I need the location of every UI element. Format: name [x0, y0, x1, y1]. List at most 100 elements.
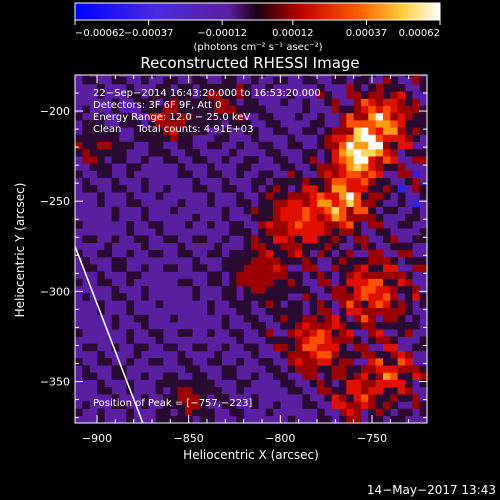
heatmap-cell [309, 192, 318, 200]
heatmap-cell [192, 156, 200, 164]
heatmap-cell [317, 408, 325, 417]
heatmap-cell [126, 112, 134, 121]
heatmap-cell [383, 300, 391, 308]
heatmap-cell [339, 249, 347, 258]
heatmap-cell [126, 228, 134, 236]
heatmap-cell [229, 184, 237, 193]
heatmap-cell [309, 372, 318, 381]
heatmap-cell [361, 278, 369, 287]
heatmap-cell [273, 192, 281, 200]
heatmap-cell [177, 350, 186, 359]
heatmap-cell [419, 257, 427, 265]
heatmap-cell [163, 98, 171, 106]
heatmap-cell [302, 148, 310, 157]
heatmap-cell [317, 199, 325, 207]
heatmap-cell [148, 148, 156, 157]
heatmap-cell [126, 249, 134, 258]
heatmap-cell [141, 177, 149, 186]
heatmap-cell [317, 120, 325, 128]
heatmap-cell [331, 285, 340, 294]
heatmap-cell [339, 300, 347, 308]
heatmap-cell [390, 307, 398, 316]
heatmap-cell [405, 120, 413, 128]
heatmap-cell [89, 120, 98, 128]
heatmap-cell [317, 235, 325, 243]
heatmap-cell [302, 350, 310, 359]
heatmap-cell [236, 141, 244, 150]
heatmap-cell [383, 76, 391, 85]
heatmap-cell [177, 112, 186, 121]
heatmap-cell [419, 228, 427, 236]
heatmap-cell [119, 76, 127, 85]
heatmap-cell [155, 192, 164, 200]
heatmap-cell [383, 192, 391, 200]
heatmap-cell [111, 343, 120, 352]
heatmap-cell [346, 271, 354, 280]
heatmap-cell [383, 141, 391, 150]
heatmap-cell [390, 415, 398, 423]
heatmap-cell [287, 300, 296, 308]
heatmap-cell [346, 300, 354, 308]
heatmap-cell [148, 105, 156, 114]
heatmap-cell [339, 235, 347, 243]
heatmap-cell [383, 148, 391, 157]
heatmap-cell [375, 120, 384, 128]
heatmap-cell [265, 199, 274, 207]
heatmap-cell [177, 163, 186, 171]
heatmap-cell [309, 329, 318, 337]
heatmap-cell [412, 134, 420, 143]
heatmap-cell [419, 84, 427, 92]
heatmap-cell [287, 228, 296, 236]
heatmap-cell [412, 322, 420, 330]
heatmap-cell [251, 235, 259, 243]
heatmap-cell [207, 199, 215, 207]
heatmap-cell [375, 213, 384, 222]
heatmap-cell [82, 76, 90, 85]
heatmap-cell [324, 271, 332, 280]
heatmap-cell [163, 372, 171, 381]
heatmap-cell [331, 127, 340, 135]
heatmap-cell [353, 91, 362, 99]
heatmap-cell [295, 322, 303, 330]
heatmap-cell [280, 184, 288, 193]
heatmap-cell [207, 170, 215, 179]
heatmap-cell [309, 213, 318, 222]
heatmap-cell [207, 408, 215, 417]
heatmap-cell [361, 170, 369, 179]
heatmap-cell [185, 91, 193, 99]
heatmap-cell [368, 336, 376, 344]
heatmap-cell [126, 199, 134, 207]
heatmap-cell [302, 285, 310, 294]
heatmap-cell [170, 120, 178, 128]
heatmap-cell [368, 105, 376, 114]
heatmap-cell [390, 148, 398, 157]
heatmap-cell [353, 257, 362, 265]
heatmap-cell [265, 249, 274, 258]
heatmap-cell [126, 192, 134, 200]
heatmap-cell [177, 127, 186, 135]
heatmap-cell [339, 394, 347, 402]
heatmap-cell [104, 134, 112, 143]
colorbar-tick-label: 0.00037 [346, 28, 387, 39]
heatmap-cell [185, 84, 193, 92]
heatmap-cell [346, 199, 354, 207]
heatmap-cell [317, 300, 325, 308]
heatmap-cell [375, 329, 384, 337]
heatmap-cell [390, 235, 398, 243]
heatmap-cell [331, 199, 340, 207]
heatmap-cell [141, 105, 149, 114]
heatmap-cell [397, 163, 406, 171]
heatmap-cell [207, 386, 215, 395]
heatmap-cell [331, 134, 340, 143]
heatmap-cell [295, 336, 303, 344]
heatmap-cell [346, 329, 354, 337]
heatmap-cell [324, 386, 332, 395]
heatmap-cell [412, 184, 420, 193]
heatmap-cell [287, 379, 296, 388]
heatmap-cell [280, 307, 288, 316]
heatmap-cell [273, 127, 281, 135]
heatmap-cell [265, 213, 274, 222]
heatmap-cell [214, 120, 222, 128]
heatmap-cell [236, 221, 244, 229]
heatmap-cell [353, 177, 362, 186]
